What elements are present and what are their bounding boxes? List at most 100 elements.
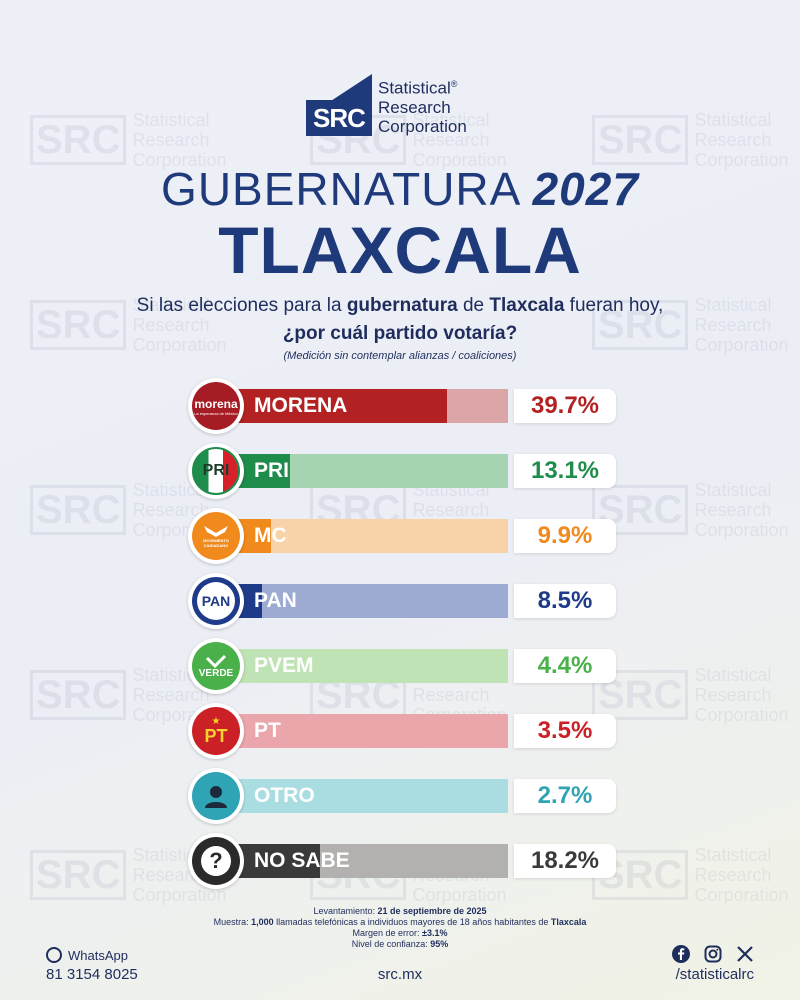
- question-bold: Tlaxcala: [489, 295, 565, 316]
- whatsapp-label: WhatsApp: [68, 947, 128, 963]
- sample-label: Muestra:: [213, 917, 252, 927]
- pri-logo-text: PRI: [202, 462, 230, 479]
- bar-row-pt: PT 3.5% ★ PT: [188, 703, 618, 759]
- pan-logo: PAN: [188, 573, 244, 629]
- logo-name: Statistical® Research Corporation: [378, 75, 467, 136]
- pct-value: 9.9%: [537, 522, 593, 549]
- fieldwork-label: Levantamiento:: [313, 906, 378, 916]
- bar-row-pri: PRI 13.1% PRI: [188, 443, 618, 499]
- pct-box: [514, 779, 616, 813]
- social-handle[interactable]: /statisticalrc: [675, 966, 754, 983]
- registered-mark: ®: [450, 79, 458, 90]
- pct-value: 4.4%: [537, 652, 593, 679]
- title-prefix: GUBERNATURA: [161, 163, 533, 215]
- question-bold: gubernatura: [346, 295, 458, 316]
- facebook-icon[interactable]: [672, 945, 690, 963]
- question-part: de: [457, 295, 490, 316]
- pct-value: 3.5%: [537, 717, 593, 744]
- pct-value: 13.1%: [530, 457, 600, 484]
- pri-logo: PRI: [188, 443, 244, 499]
- title-gubernatura: GUBERNATURA 2027: [0, 162, 800, 216]
- morena-logo: morena La esperanza de México: [188, 378, 244, 434]
- party-label: PRI: [254, 459, 290, 482]
- instagram-icon[interactable]: [704, 945, 722, 963]
- party-label: NO SABE: [254, 849, 350, 872]
- question-mark-icon: ?: [209, 848, 223, 873]
- whatsapp-link[interactable]: WhatsApp: [46, 947, 128, 963]
- question-part: fueran hoy,: [564, 295, 664, 316]
- bar-row-otro: OTRO 2.7%: [188, 768, 618, 824]
- party-label: OTRO: [254, 784, 315, 807]
- question-part: Si las elecciones para la: [136, 295, 347, 316]
- confidence-value: 95%: [430, 939, 449, 949]
- mc-logo: MOVIMIENTO CIUDADANO: [188, 508, 244, 564]
- pct-value: 18.2%: [530, 847, 600, 874]
- pct-box: [514, 584, 616, 618]
- pvem-logo-text: VERDE: [198, 667, 234, 679]
- pct-box: [514, 519, 616, 553]
- social-icons: [672, 945, 754, 963]
- pct-box: [514, 389, 616, 423]
- bar-row-pvem: PVEM 4.4% VERDE: [188, 638, 618, 694]
- morena-logo-inner: morena La esperanza de México: [192, 382, 240, 430]
- party-label: PVEM: [254, 654, 314, 677]
- pvem-logo: VERDE: [188, 638, 244, 694]
- pct-box: [514, 454, 616, 488]
- survey-question: Si las elecciones para la gubernatura de…: [0, 292, 800, 348]
- question-line2: ¿por cuál partido votaría?: [282, 323, 518, 344]
- fieldwork-date: 21 de septiembre de 2025: [377, 906, 487, 916]
- sample-text: llamadas telefónicas a individuos mayore…: [273, 917, 551, 927]
- methodology-note: Levantamiento: 21 de septiembre de 2025 …: [0, 906, 800, 950]
- party-label: MORENA: [254, 394, 348, 417]
- bar-row-no-sabe: NO SABE 18.2% ?: [188, 833, 618, 889]
- pt-logo: ★ PT: [188, 703, 244, 759]
- logo-line2: Research: [378, 98, 451, 117]
- margin-label: Margen de error:: [352, 928, 423, 938]
- confidence-label: Nivel de confianza:: [351, 939, 431, 949]
- pct-value: 8.5%: [537, 587, 593, 614]
- party-label: PAN: [254, 589, 297, 612]
- pt-logo-inner: ★ PT: [192, 707, 240, 755]
- measurement-note: (Medición sin contemplar alianzas / coal…: [283, 350, 517, 362]
- src-logo-mark: SRC: [306, 74, 372, 136]
- mc-logo-text: MOVIMIENTO CIUDADANO: [203, 538, 229, 548]
- sample-place: Tlaxcala: [550, 917, 587, 927]
- morena-logo-text: morena: [194, 396, 238, 411]
- sample-size: 1,000: [251, 917, 274, 927]
- party-label: PT: [254, 719, 281, 742]
- bar-row-pan: PAN 8.5% PAN: [188, 573, 618, 629]
- eagle-icon: [204, 526, 228, 537]
- pct-box: [514, 649, 616, 683]
- whatsapp-icon: [46, 947, 62, 963]
- no-sabe-badge-inner: ?: [192, 837, 240, 885]
- src-logo: SRC Statistical® Research Corporation: [306, 74, 467, 136]
- title-year: 2027: [532, 163, 639, 215]
- phone-number[interactable]: 81 3154 8025: [46, 966, 138, 983]
- otro-badge: [188, 768, 244, 824]
- pct-value: 2.7%: [537, 782, 593, 809]
- bar-row-mc: MC 9.9% MOVIMIENTO CIUDADANO: [188, 508, 618, 564]
- x-icon[interactable]: [736, 945, 754, 963]
- logo-line3: Corporation: [378, 117, 467, 136]
- pvem-logo-inner: VERDE: [192, 642, 240, 690]
- no-sabe-badge: ?: [188, 833, 244, 889]
- logo-line1: Statistical: [378, 79, 451, 98]
- morena-logo-sub: La esperanza de México: [194, 410, 238, 416]
- pct-box: [514, 714, 616, 748]
- pt-logo-text: PT: [204, 726, 228, 746]
- otro-badge-inner: [192, 772, 240, 820]
- pct-value: 39.7%: [530, 392, 600, 419]
- bar-track: [212, 714, 508, 748]
- title-place: TLAXCALA: [218, 213, 582, 287]
- bar-track: [212, 649, 508, 683]
- pri-logo-inner: PRI: [192, 447, 240, 495]
- website-link[interactable]: src.mx: [377, 966, 423, 983]
- pct-box: [514, 844, 616, 878]
